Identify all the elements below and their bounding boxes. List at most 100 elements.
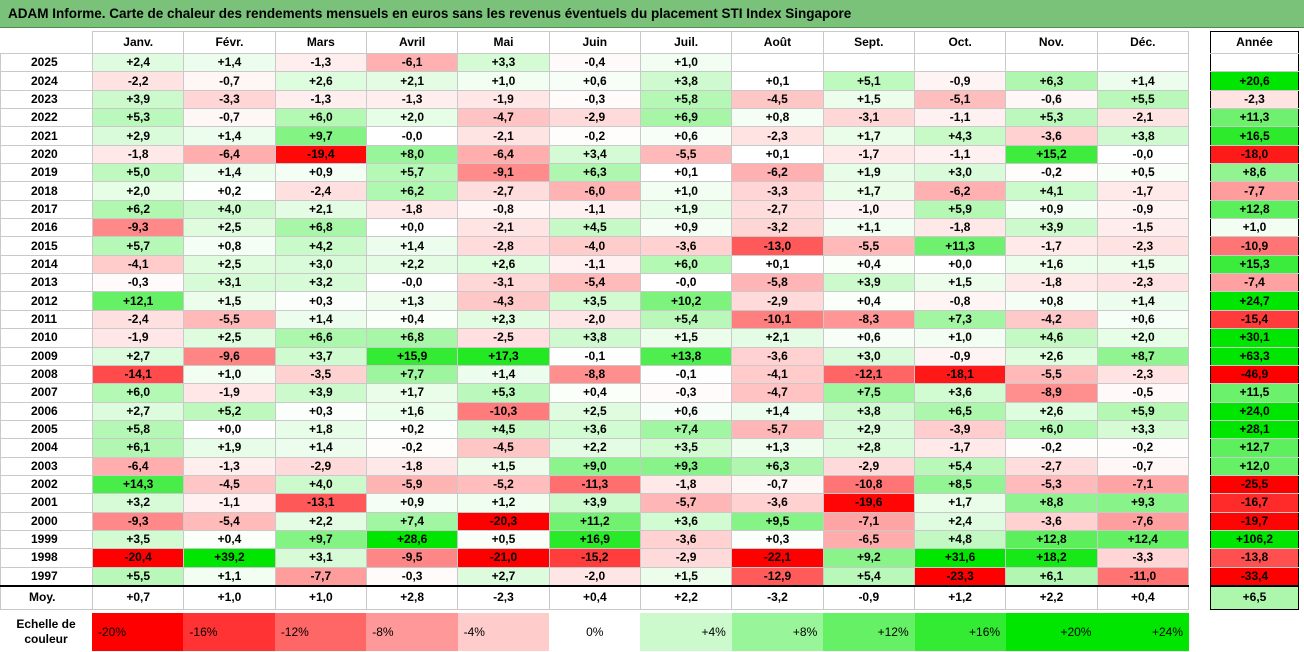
heatmap-cell: -2,3 bbox=[1096, 364, 1190, 385]
heatmap-cell: +0,1 bbox=[731, 254, 824, 275]
heatmap-cell: -2,5 bbox=[457, 328, 550, 348]
year-label: 2000 bbox=[0, 511, 93, 531]
year-row: 2004 +6,1 +1,9 +1,4 -0,2 -4,5 +2,2 +3,5 +1,3 +2,8… bbox=[0, 438, 1190, 458]
year-row: 2023 +3,9 -3,3 -1,3 -1,3 -1,9 -0,3 +5,8 -4,5 +1,5… bbox=[0, 89, 1190, 110]
heatmap-cell: -18,1 bbox=[913, 364, 1007, 385]
heatmap-cell: +6,3 bbox=[731, 456, 824, 476]
year-label: 2004 bbox=[0, 438, 93, 458]
average-annual-cell: +6,5 bbox=[1210, 584, 1299, 611]
heatmap-cell: -4,1 bbox=[91, 254, 185, 275]
report-title: ADAM Informe. Carte de chaleur des rende… bbox=[0, 0, 1304, 28]
heatmap-cell: +11,2 bbox=[548, 511, 641, 531]
heatmap-cell: +4,3 bbox=[913, 126, 1007, 146]
heatmap-cell: +4,6 bbox=[1005, 328, 1098, 348]
heatmap-cell: +0,4 bbox=[822, 254, 915, 275]
heatmap-cell: +2,5 bbox=[183, 254, 276, 275]
heatmap-cell: +11,3 bbox=[913, 236, 1007, 256]
year-label: 2008 bbox=[0, 364, 93, 385]
year-label: 2011 bbox=[0, 309, 93, 330]
heatmap-cell: -2,8 bbox=[457, 236, 550, 256]
heatmap-cell: +5,1 bbox=[822, 71, 915, 91]
heatmap-cell: +0,0 bbox=[365, 218, 459, 238]
heatmap-cell: +3,1 bbox=[274, 548, 367, 568]
heatmap-cell: +7,3 bbox=[913, 309, 1007, 330]
average-cell: -2,3 bbox=[457, 584, 550, 611]
heatmap-cell: +3,8 bbox=[1096, 126, 1190, 146]
year-row: 2020 -1,8 -6,4 -19,4 +8,0 -6,4 +3,4 -5,5 +0,1 -1,… bbox=[0, 144, 1190, 165]
heatmap-cell: -3,1 bbox=[457, 273, 550, 293]
year-label: 2025 bbox=[0, 52, 93, 73]
annual-cell: +106,2 bbox=[1210, 529, 1299, 550]
heatmap-cell: +3,9 bbox=[274, 383, 367, 403]
heatmap-cell: -1,1 bbox=[183, 493, 276, 513]
scale-step: +8% bbox=[731, 613, 824, 651]
heatmap-cell bbox=[822, 52, 915, 73]
heatmap-cell: +5,3 bbox=[91, 108, 185, 128]
heatmap-cell: -3,1 bbox=[822, 108, 915, 128]
heatmap-cell: +3,5 bbox=[548, 291, 641, 311]
month-header: Janv. bbox=[91, 31, 185, 54]
heatmap-cell: +4,0 bbox=[274, 474, 367, 495]
heatmap-cell: -8,8 bbox=[548, 364, 641, 385]
heatmap-cell: -6,0 bbox=[548, 181, 641, 201]
heatmap-cell: -3,9 bbox=[913, 419, 1007, 440]
heatmap-cell: -9,6 bbox=[183, 346, 276, 366]
heatmap-cell: -0,2 bbox=[1005, 438, 1098, 458]
heatmap-cell: +9,3 bbox=[639, 456, 733, 476]
heatmap-cell: +2,4 bbox=[913, 511, 1007, 531]
heatmap-cell: +0,4 bbox=[365, 309, 459, 330]
heatmap-cell: +3,6 bbox=[548, 419, 641, 440]
heatmap-cell: +31,6 bbox=[913, 548, 1007, 568]
heatmap-cell: -0,0 bbox=[1096, 144, 1190, 165]
annual-cell: +12,8 bbox=[1210, 199, 1299, 220]
heatmap-cell: -4,0 bbox=[548, 236, 641, 256]
average-cell: +0,4 bbox=[1096, 584, 1190, 611]
heatmap-cell: -2,3 bbox=[1096, 273, 1190, 293]
heatmap-cell: -0,9 bbox=[1096, 199, 1190, 220]
heatmap-cell: -4,1 bbox=[731, 364, 824, 385]
heatmap-cell: -0,1 bbox=[639, 364, 733, 385]
corner-cell bbox=[0, 31, 93, 54]
heatmap-cell: +39,2 bbox=[183, 548, 276, 568]
annual-cell: +20,6 bbox=[1210, 71, 1299, 91]
heatmap-cell: -0,3 bbox=[639, 383, 733, 403]
heatmap-cell bbox=[731, 52, 824, 73]
heatmap-cell: +6,0 bbox=[1005, 419, 1098, 440]
scale-step: -4% bbox=[457, 613, 550, 651]
heatmap-cell: +6,0 bbox=[639, 254, 733, 275]
annual-cell: -15,4 bbox=[1210, 309, 1299, 330]
heatmap-cell: -10,1 bbox=[731, 309, 824, 330]
year-label: 2022 bbox=[0, 108, 93, 128]
heatmap-cell: -10,8 bbox=[822, 474, 915, 495]
month-header: Févr. bbox=[183, 31, 276, 54]
month-header: Oct. bbox=[913, 31, 1007, 54]
heatmap-cell: +3,3 bbox=[457, 52, 550, 73]
heatmap-cell: -2,1 bbox=[1096, 108, 1190, 128]
heatmap-cell: +1,6 bbox=[365, 401, 459, 421]
heatmap-cell: -4,5 bbox=[731, 89, 824, 110]
heatmap-cell: +6,6 bbox=[274, 328, 367, 348]
heatmap-cell: +2,5 bbox=[183, 218, 276, 238]
heatmap-cell: -5,7 bbox=[731, 419, 824, 440]
heatmap-cell: +1,4 bbox=[365, 236, 459, 256]
heatmap-cell: -1,3 bbox=[274, 89, 367, 110]
annual-cell: +24,7 bbox=[1210, 291, 1299, 311]
annual-cell: +24,0 bbox=[1210, 401, 1299, 421]
heatmap-cell: +1,6 bbox=[1005, 254, 1098, 275]
heatmap-cell: +1,4 bbox=[731, 401, 824, 421]
heatmap-cell: +0,5 bbox=[1096, 163, 1190, 183]
heatmap-cell: +4,1 bbox=[1005, 181, 1098, 201]
heatmap-cell: +3,6 bbox=[639, 511, 733, 531]
heatmap-cell: -1,8 bbox=[365, 456, 459, 476]
heatmap-cell: +2,3 bbox=[457, 309, 550, 330]
heatmap-cell: -2,1 bbox=[457, 218, 550, 238]
heatmap-cell: +7,4 bbox=[365, 511, 459, 531]
heatmap-cell: -15,2 bbox=[548, 548, 641, 568]
year-row: 2005 +5,8 +0,0 +1,8 +0,2 +4,5 +3,6 +7,4 -5,7 +2,9… bbox=[0, 419, 1190, 440]
heatmap-cell: +5,0 bbox=[91, 163, 185, 183]
annual-cell: +16,5 bbox=[1210, 126, 1299, 146]
heatmap-cell: -1,8 bbox=[365, 199, 459, 220]
heatmap-cell: -5,3 bbox=[1005, 474, 1098, 495]
heatmap-cell: -1,7 bbox=[1005, 236, 1098, 256]
heatmap-cell: +1,3 bbox=[731, 438, 824, 458]
